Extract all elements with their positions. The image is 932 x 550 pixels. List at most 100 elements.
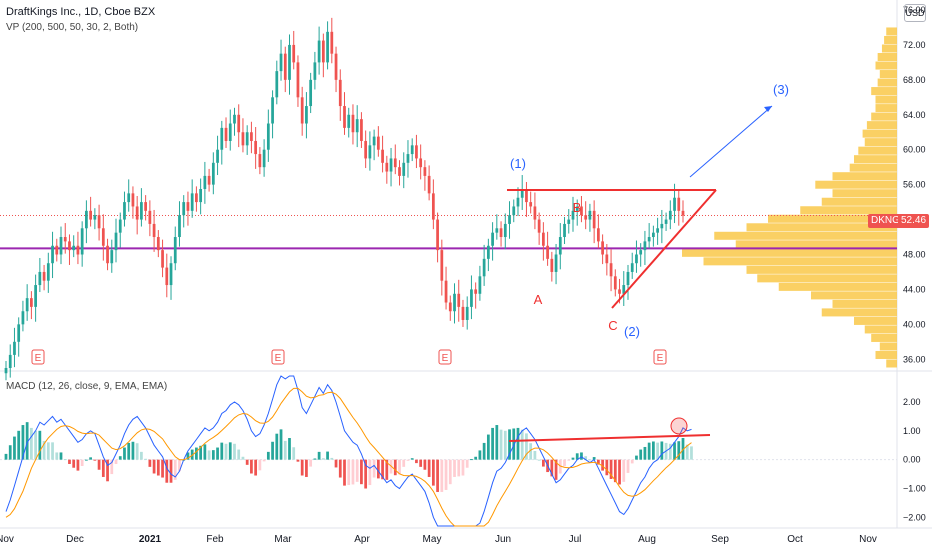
macd-histogram-bar	[245, 459, 249, 465]
volume-profile-bar	[757, 274, 897, 283]
macd-histogram-bar	[51, 442, 54, 460]
price-tick-label: 68.00	[903, 75, 926, 85]
macd-histogram-bar	[288, 438, 291, 460]
macd-histogram-bar	[156, 459, 160, 476]
candle-body	[580, 206, 583, 216]
macd-histogram-bar	[89, 457, 93, 460]
macd-histogram-bar	[415, 459, 418, 464]
wave-label: B	[573, 200, 582, 215]
volume-profile-bar	[879, 70, 897, 79]
volume-profile-bar	[746, 223, 897, 232]
macd-histogram-bar	[448, 459, 452, 485]
candle-body	[474, 289, 478, 294]
candle-body	[313, 62, 317, 80]
candle-body	[300, 97, 304, 124]
candle-body	[237, 114, 241, 133]
macd-histogram-bar	[203, 444, 207, 460]
candle-body	[508, 215, 511, 224]
candle-body	[144, 202, 148, 211]
candle-body	[161, 250, 164, 268]
macd-histogram-bar	[250, 459, 253, 474]
candle-body	[262, 149, 266, 168]
candle-body	[609, 263, 613, 277]
candle-body	[444, 280, 448, 303]
macd-histogram-bar	[347, 459, 351, 486]
macd-histogram-bar	[338, 459, 342, 478]
volume-profile-bar	[864, 138, 897, 147]
candle-body	[656, 228, 659, 233]
macd-histogram-bar	[685, 444, 689, 460]
macd-histogram-bar	[440, 459, 444, 492]
candle-body	[415, 145, 418, 159]
candle-body	[258, 154, 262, 168]
macd-histogram-bar	[279, 429, 283, 460]
macd-histogram-bar	[690, 446, 693, 460]
macd-histogram-bar	[596, 459, 600, 465]
macd-histogram-bar	[470, 459, 473, 461]
macd-histogram-bar	[42, 440, 46, 460]
candle-body	[114, 232, 118, 251]
macd-histogram-bar	[152, 459, 156, 474]
macd-histogram-bar	[211, 450, 215, 460]
candle-body	[241, 132, 245, 146]
macd-histogram-bar	[305, 459, 308, 477]
macd-histogram-bar	[406, 459, 410, 461]
macd-histogram-bar	[186, 452, 190, 460]
candle-body	[343, 106, 346, 128]
candle-body	[283, 53, 287, 80]
macd-histogram-bar	[110, 459, 114, 475]
candle-body	[127, 193, 131, 203]
macd-histogram-bar	[567, 459, 571, 461]
candle-body	[271, 97, 274, 124]
macd-histogram-bar	[550, 459, 554, 477]
macd-label: MACD (12, 26, close, 9, EMA, EMA)	[6, 381, 168, 392]
candle-body	[250, 132, 253, 141]
macd-histogram-bar	[681, 438, 685, 460]
volume-profile-bar	[884, 35, 897, 44]
macd-trend-line	[508, 434, 711, 442]
macd-histogram-bar	[21, 425, 25, 460]
macd-histogram-bar	[360, 459, 363, 485]
ticker-tag: DKNG	[868, 214, 903, 228]
macd-histogram-bar	[63, 459, 67, 461]
candle-body	[279, 53, 283, 72]
macd-histogram-bar	[17, 430, 21, 460]
macd-histogram-bar	[376, 459, 380, 479]
candle-body	[660, 223, 664, 229]
candle-body	[207, 175, 211, 185]
candle-body	[541, 232, 545, 246]
macd-histogram-bar	[13, 436, 16, 460]
earnings-marker-label: E	[275, 353, 282, 364]
macd-tick-label: −2.00	[903, 512, 926, 522]
macd-histogram-bar	[453, 459, 456, 477]
candle-body	[68, 241, 71, 251]
candle-body	[647, 237, 651, 242]
currency-label: USD	[904, 4, 926, 22]
volume-profile-bar	[886, 359, 897, 368]
candle-body	[4, 368, 8, 374]
macd-histogram-bar	[262, 459, 266, 462]
time-tick-label: Dec	[66, 534, 84, 545]
volume-profile-bar	[871, 333, 897, 342]
wave-label: (3)	[773, 82, 789, 97]
candle-body	[525, 189, 528, 203]
candle-body	[233, 114, 236, 124]
macd-histogram-bar	[461, 459, 465, 476]
macd-histogram-bar	[364, 459, 368, 489]
candle-body	[42, 271, 46, 281]
macd-histogram-bar	[165, 459, 169, 483]
candle-body	[529, 202, 533, 207]
macd-histogram-bar	[516, 427, 520, 460]
support-trend-line	[611, 189, 717, 309]
volume-profile-bar	[871, 112, 897, 121]
candle-body	[190, 193, 194, 211]
macd-histogram-bar	[334, 459, 338, 468]
candle-body	[8, 354, 12, 368]
macd-histogram-bar	[207, 450, 211, 460]
macd-histogram-bar	[93, 459, 97, 461]
candle-body	[34, 285, 37, 307]
volume-profile-bar	[768, 214, 897, 223]
macd-histogram-bar	[114, 459, 118, 464]
macd-histogram-bar	[76, 459, 80, 471]
macd-histogram-bar	[491, 427, 494, 460]
